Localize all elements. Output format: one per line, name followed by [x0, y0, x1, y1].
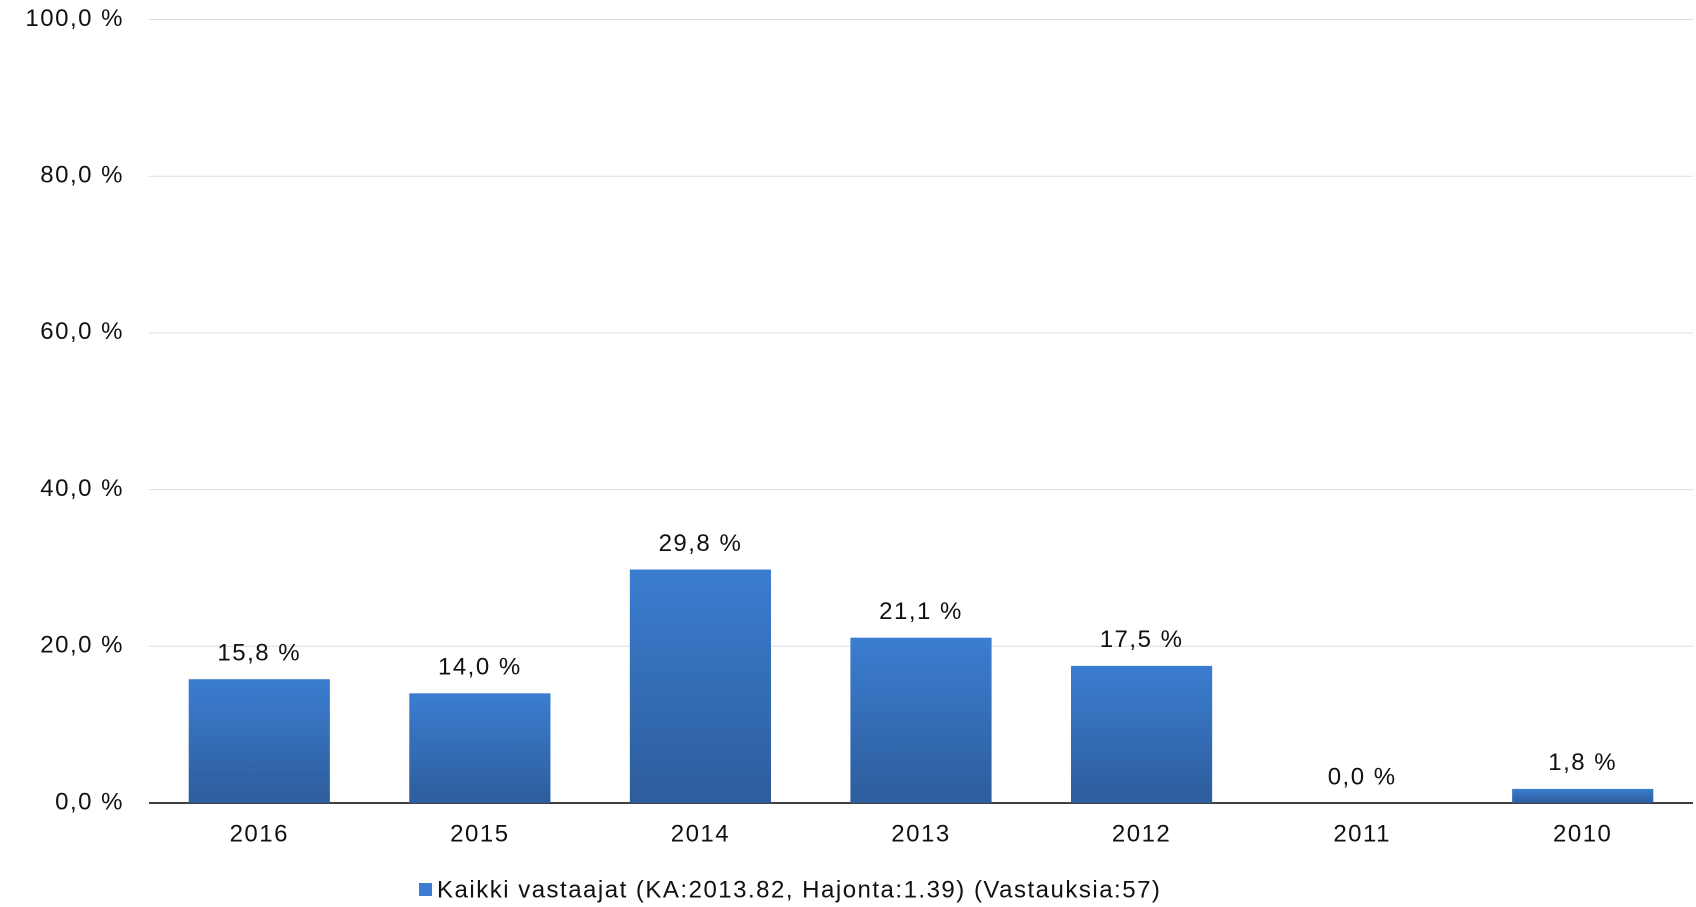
y-tick-label: 80,0 %: [40, 162, 124, 189]
x-tick-label: 2014: [671, 820, 730, 847]
x-tick-label: 2012: [1112, 820, 1171, 847]
y-tick-label: 40,0 %: [40, 475, 124, 502]
data-label: 17,5 %: [1100, 626, 1184, 653]
legend-label: Kaikki vastaajat (KA:2013.82, Hajonta:1.…: [437, 876, 1161, 903]
data-label: 21,1 %: [879, 598, 963, 625]
data-label: 14,0 %: [438, 654, 522, 681]
bar: [629, 569, 772, 803]
bar: [1070, 665, 1213, 803]
bar: [409, 693, 551, 803]
y-tick-label: 100,0 %: [25, 5, 124, 32]
x-tick-label: 2015: [450, 820, 509, 847]
y-tick-label: 60,0 %: [40, 318, 124, 345]
data-label: 0,0 %: [1328, 763, 1397, 790]
x-tick-label: 2016: [230, 820, 289, 847]
bar: [1512, 788, 1654, 803]
bar: [188, 679, 330, 803]
data-label: 15,8 %: [217, 640, 301, 667]
bar: [850, 637, 992, 803]
x-tick-label: 2013: [891, 820, 950, 847]
x-tick-label: 2011: [1333, 820, 1391, 847]
data-label: 1,8 %: [1548, 749, 1617, 776]
legend-swatch: [419, 883, 432, 896]
y-tick-label: 20,0 %: [40, 632, 124, 659]
x-tick-label: 2010: [1553, 820, 1612, 847]
data-label: 29,8 %: [659, 530, 743, 557]
y-tick-label: 0,0 %: [55, 788, 124, 815]
